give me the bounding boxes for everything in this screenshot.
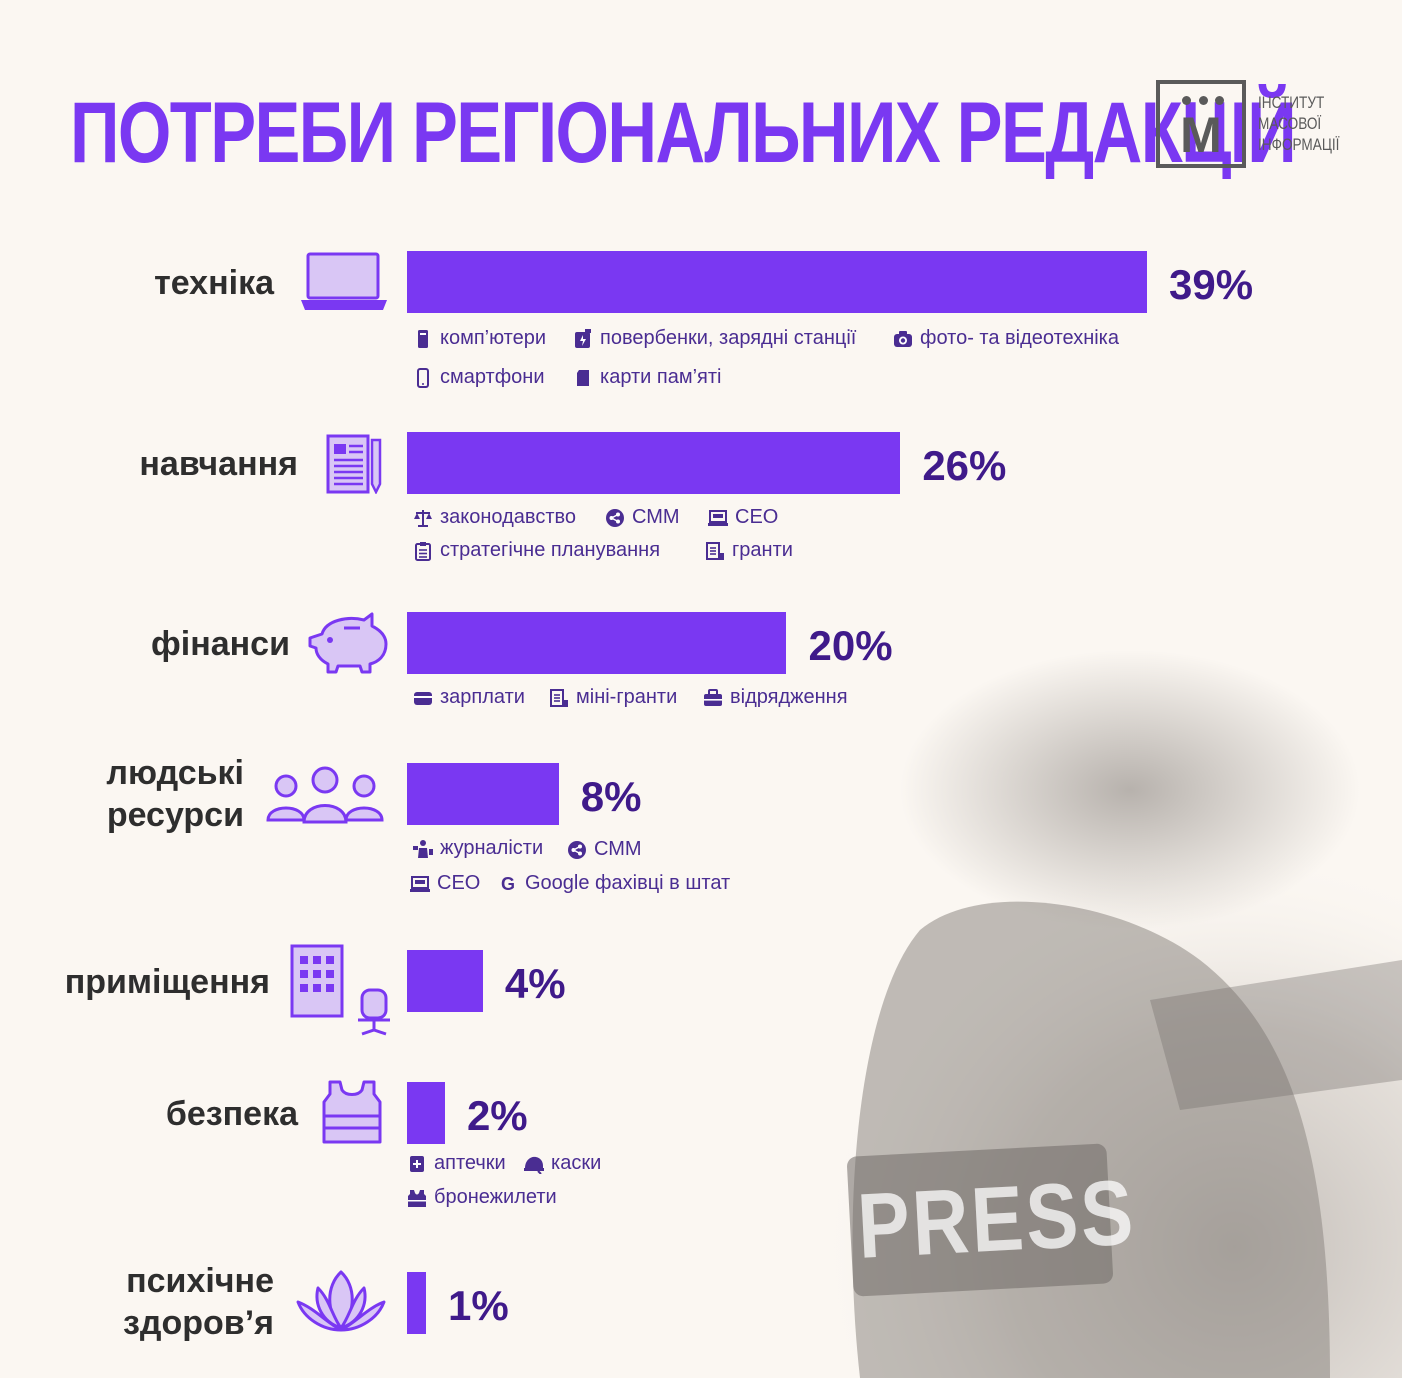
bar-tekhnika [407,251,1147,313]
detail-label: аптечки [434,1152,506,1174]
detail-label: комп’ютери [440,327,547,349]
camera-icon [894,330,912,347]
detail-item: відрядження [703,686,848,709]
detail-item: зарплати [413,686,525,709]
detail-label: СММ [632,506,680,528]
logo-mark: М [1156,80,1246,168]
detail-item: комп’ютери [413,327,546,350]
detail-label: відрядження [730,686,848,708]
detail-label: фото- та відеотехніка [920,327,1119,349]
clipboard-icon [415,541,431,561]
helmet-icon [524,1156,544,1174]
sd-card-icon [577,369,589,386]
bar-navchannia [407,432,901,494]
logo-line: ІНСТИТУТ [1258,93,1325,112]
armor-vest-icon [408,1189,426,1207]
laptop-icon [301,252,387,310]
detail-label: СММ [594,838,642,860]
bar-bezpeka [407,1082,445,1144]
category-label-prymishchennia: приміщення [64,963,270,1001]
detail-item: СММ [605,506,680,529]
share-icon [606,508,624,527]
logo-letter: М [1180,107,1222,163]
building-chair-icon [290,944,390,1036]
logo-line: ІНФОРМАЦІЇ [1258,135,1340,154]
journalist-icon [413,839,433,858]
seo-laptop-icon [410,875,430,892]
detail-item: СЕО [708,506,778,529]
scales-icon [414,509,432,527]
battery-icon [575,328,591,348]
suitcase-icon [704,688,722,706]
detail-label: каски [551,1152,602,1174]
detail-item: карти пам’яті [573,366,721,389]
detail-item: гранти [705,539,793,562]
detail-item: СЕО [410,872,480,895]
detail-label: журналісти [440,837,544,859]
detail-item: G Google фахівці в штат [498,872,730,895]
detail-label: бронежилети [434,1186,557,1208]
bar-finansy [407,612,787,674]
detail-label: Google фахівці в штат [525,872,731,894]
page-title: ПОТРЕБИ РЕГІОНАЛЬНИХ РЕДАКЦІЙ [70,85,1297,181]
value-label: 26% [922,442,1007,489]
wallet-icon [414,691,432,705]
detail-item: СММ [567,838,642,861]
logo-text: ІНСТИТУТ МАСОВОЇ ІНФОРМАЦІЇ [1258,92,1362,155]
category-label-navchannia: навчання [139,445,298,483]
value-label: 20% [808,622,893,669]
detail-label: законодавство [440,506,576,528]
detail-label: СЕО [437,872,481,894]
detail-item: стратегічне планування [413,539,660,562]
people-icon [266,766,384,824]
detail-item: фото- та відеотехніка [893,327,1119,350]
detail-item: смартфони [413,366,545,389]
value-label: 1% [447,1282,509,1329]
bar-psykhichne-zdorovia [407,1272,426,1334]
detail-label: карти пам’яті [600,366,722,388]
category-label-tekhnika: техніка [154,264,274,302]
document-pen-icon [326,434,382,494]
detail-item: каски [524,1152,601,1175]
piggy-bank-icon [308,612,388,674]
category-label-bezpeka: безпека [165,1095,298,1133]
detail-item: міні-гранти [549,686,677,709]
seo-laptop-icon [708,509,728,526]
logo-line: МАСОВОЇ [1258,114,1322,133]
detail-item: бронежилети [407,1186,557,1209]
category-label-psykhichne-zdorovia: психічне здоров’я [123,1262,274,1342]
google-icon: G [501,874,515,894]
detail-item: повербенки, зарядні станції [573,327,856,350]
detail-label: зарплати [440,686,525,708]
detail-label: повербенки, зарядні станції [600,327,857,349]
category-label-liudski-resursy: людські ресурси [106,754,244,834]
detail-item: аптечки [407,1152,506,1175]
press-label: PRESS [855,1161,1138,1278]
detail-label: смартфони [440,366,545,388]
value-label: 2% [466,1092,528,1139]
category-label-finansy: фінанси [151,625,290,663]
smartphone-icon [417,367,429,388]
detail-label: СЕО [735,506,779,528]
share-icon [568,840,586,859]
value-label: 39% [1169,261,1254,308]
bar-liudski-resursy [407,763,559,825]
grant-doc-icon [706,541,724,560]
detail-label: стратегічне планування [440,539,661,561]
detail-item: журналісти [413,837,543,860]
detail-label: міні-гранти [576,686,678,708]
detail-label: гранти [732,539,793,561]
lotus-icon [296,1270,386,1332]
svg-text:G: G [501,874,515,894]
first-aid-icon [410,1155,424,1172]
bar-prymishchennia [407,950,483,1012]
value-label: 4% [504,960,566,1007]
desktop-icon [418,329,428,348]
value-label: 8% [580,773,642,820]
detail-item: законодавство [413,506,576,529]
grant-doc-icon [550,688,568,707]
vest-icon [322,1080,382,1144]
